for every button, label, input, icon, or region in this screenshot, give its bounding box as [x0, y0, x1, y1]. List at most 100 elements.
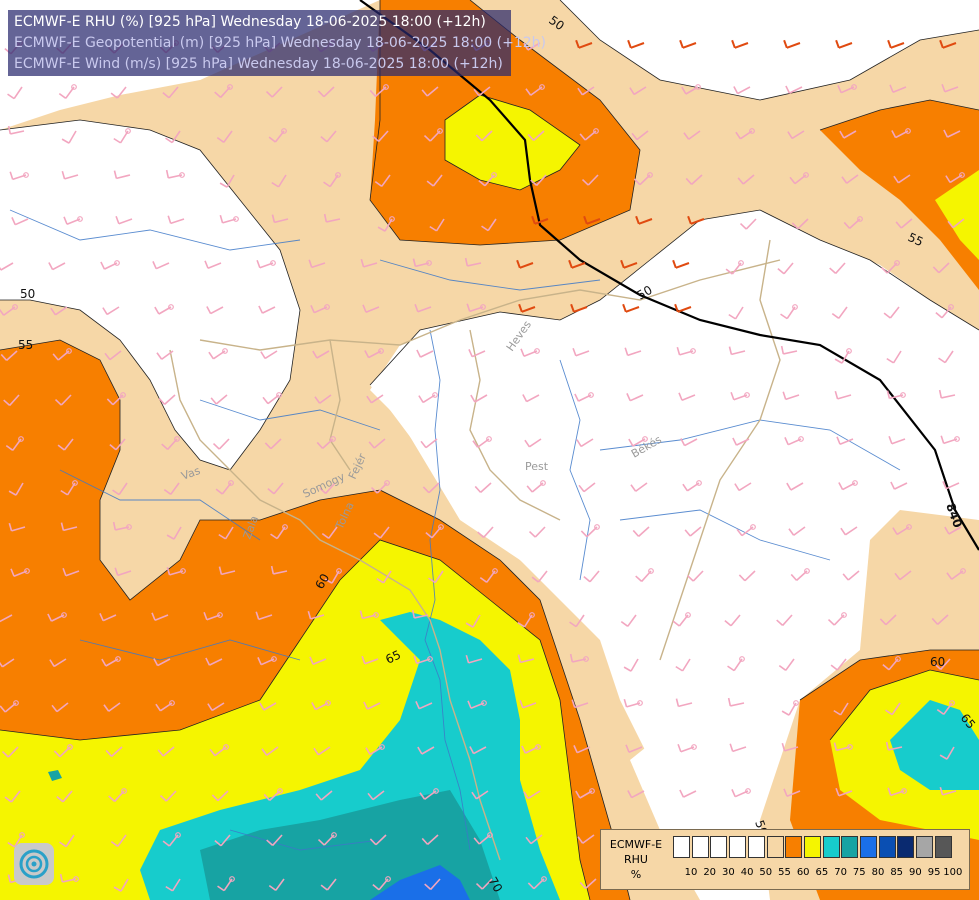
rhu-label-60-se: 60	[930, 655, 945, 669]
wind-barb-flag	[363, 701, 369, 710]
wind-barb-flag	[626, 393, 631, 402]
wind-barb	[530, 834, 543, 845]
wind-barb	[677, 306, 692, 313]
wind-barb-flag	[892, 527, 898, 535]
rhu-label-60-south: 60	[312, 571, 332, 591]
wind-barb-flag	[369, 838, 377, 846]
wind-barb-flag	[320, 135, 328, 143]
wind-barb	[109, 350, 122, 361]
calm-wind-circle	[281, 128, 287, 134]
wind-barb-flag	[780, 313, 788, 320]
wind-barb-flag	[727, 665, 735, 672]
calm-wind-circle	[373, 612, 379, 618]
legend-swatch	[878, 836, 896, 858]
calm-wind-circle	[529, 612, 535, 618]
calm-wind-circle	[792, 304, 798, 310]
wind-barb-flag	[3, 399, 11, 406]
wind-barb-flag	[421, 837, 429, 845]
wind-barb-flag	[680, 438, 686, 446]
wind-barb-flag	[416, 349, 422, 358]
wind-barb-flag	[317, 838, 325, 846]
wind-barb-flag	[426, 180, 434, 187]
wind-barb-flag	[309, 656, 314, 665]
wind-barb-flag	[99, 613, 104, 622]
wind-barb	[312, 658, 327, 665]
calm-wind-circle	[803, 172, 809, 178]
wind-barb	[63, 526, 78, 532]
calm-wind-circle	[233, 216, 239, 222]
wind-barb-flag	[727, 697, 732, 707]
wind-barb	[155, 262, 170, 270]
wind-barb	[425, 438, 438, 449]
wind-barb-flag	[166, 566, 171, 576]
wind-barb-flag	[894, 572, 901, 581]
wind-barb-flag	[217, 885, 225, 892]
wind-barb	[627, 350, 642, 357]
wind-barb	[326, 130, 337, 143]
rhu-60-northeast	[820, 100, 979, 290]
wind-barb-flag	[419, 792, 426, 800]
wind-barb-flag	[939, 754, 948, 760]
wind-barb-flag	[732, 437, 738, 446]
wind-barb-flag	[412, 258, 417, 267]
wind-barb-flag	[731, 39, 736, 49]
wind-barb	[63, 438, 74, 451]
wind-barb	[116, 174, 131, 180]
wind-barb	[223, 130, 233, 143]
wind-barb	[892, 86, 907, 93]
wind-barb-flag	[52, 353, 59, 361]
wind-barb	[571, 262, 586, 269]
wind-barb-flag	[885, 741, 890, 751]
wind-barb-flag	[523, 791, 529, 799]
calm-wind-circle	[335, 172, 341, 178]
wind-barb-flag	[165, 885, 174, 892]
wind-barb	[481, 878, 493, 890]
wind-barb-flag	[113, 170, 118, 179]
wind-barb-flag	[308, 259, 313, 268]
wind-barb-flag	[470, 394, 476, 403]
wind-barb-flag	[47, 613, 53, 622]
wind-barb-flag	[940, 435, 945, 444]
wind-barb-flag	[836, 436, 841, 445]
calm-wind-circle	[540, 480, 546, 486]
wind-barb-flag	[1, 750, 9, 758]
wind-barb-flag	[578, 484, 585, 493]
wind-barb-flag	[255, 611, 260, 620]
wind-barb-flag	[307, 610, 312, 620]
wind-barb	[420, 350, 434, 358]
wind-barb	[215, 394, 228, 405]
calm-wind-circle	[426, 260, 432, 266]
calm-wind-circle	[270, 260, 276, 266]
wind-barb-flag	[51, 704, 58, 713]
wind-barb-flag	[264, 442, 272, 450]
wind-barb-flag	[886, 390, 891, 399]
wind-barb-flag	[63, 216, 68, 225]
wind-barb	[527, 790, 541, 800]
calm-wind-circle	[12, 304, 18, 310]
legend-label: 85	[890, 867, 904, 878]
wind-barb-flag	[633, 178, 641, 186]
calm-wind-circle	[174, 436, 180, 442]
calm-wind-circle	[379, 744, 385, 750]
wind-barb	[52, 262, 66, 271]
wind-barb-flag	[158, 397, 166, 405]
legend-title: ECMWF-E RHU %	[605, 837, 667, 882]
calm-wind-circle	[804, 568, 810, 574]
wind-barb	[483, 526, 494, 538]
wind-barb-flag	[418, 395, 424, 403]
wind-barb	[0, 262, 14, 271]
legend-title-line: RHU	[624, 853, 648, 866]
wind-barb	[742, 174, 755, 185]
calm-wind-circle	[385, 876, 391, 882]
wind-barb-flag	[790, 573, 798, 581]
wind-barb	[381, 174, 391, 187]
wind-barb-flag	[473, 88, 480, 97]
wind-barb-flag	[841, 176, 848, 184]
wind-barb	[633, 86, 647, 96]
wind-barb-flag	[728, 313, 737, 320]
wind-barb-flag	[631, 132, 638, 141]
legend-label: 55	[778, 867, 791, 878]
legend-swatch	[897, 836, 915, 858]
wind-barb-flag	[517, 621, 526, 628]
wind-barb-flag	[263, 793, 271, 801]
